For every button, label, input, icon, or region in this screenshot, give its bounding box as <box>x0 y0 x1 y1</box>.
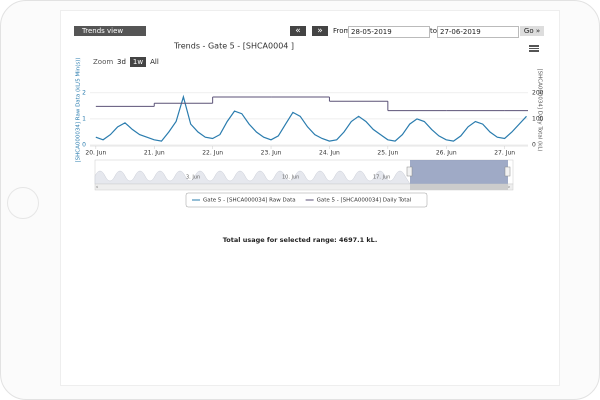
from-label: From <box>333 27 351 35</box>
y2-tick-label: 200 <box>532 89 544 96</box>
from-input[interactable]: 28-05-2019 <box>348 26 430 38</box>
navigator-handle[interactable] <box>504 166 511 177</box>
navigator-label: 17. Jun <box>373 175 390 181</box>
y-tick-label: 1 <box>82 115 86 122</box>
y-tick-label: 0 <box>82 142 86 149</box>
zoom-option[interactable]: 1w <box>129 57 147 67</box>
home-button[interactable] <box>7 187 39 219</box>
y2-tick-label: 100 <box>532 115 544 122</box>
legend-label: Gate 5 - [SHCA000034] Daily Total <box>317 198 412 204</box>
scrollbar[interactable] <box>94 183 514 191</box>
prev-button[interactable]: « <box>290 26 306 36</box>
scroll-right[interactable]: › <box>508 185 510 191</box>
to-label: to <box>430 27 438 35</box>
x-tick-label: 26. Jun <box>436 150 457 157</box>
menu-button[interactable] <box>529 44 539 53</box>
scrollbar-thumb[interactable] <box>410 184 508 190</box>
x-tick-label: 25. Jun <box>377 150 398 157</box>
summary: Total usage for selected range: 4697.1 k… <box>222 236 378 244</box>
zoom-option[interactable]: All <box>150 58 159 66</box>
scroll-left[interactable]: ‹ <box>96 185 98 191</box>
navigator-label: 3. Jun <box>186 175 200 181</box>
zoom-group: 3d 1w All <box>114 57 163 67</box>
y2-axis-title: [SHCA000034] Daily Total (kL) <box>537 68 543 151</box>
x-tick-label: 27. Jun <box>494 150 515 157</box>
zoom-option[interactable]: 3d <box>117 58 126 66</box>
navigator[interactable]: ‹ › 3. Jun 10. Jun 17. Jun <box>94 159 514 191</box>
to-input[interactable]: 27-06-2019 <box>437 26 519 38</box>
chart-title: Trends - Gate 5 - [SHCA0004 ] <box>173 42 294 51</box>
x-tick-label: 21. Jun <box>144 150 165 157</box>
view-button[interactable]: Trends view <box>74 26 146 36</box>
go-button[interactable]: Go » <box>520 26 544 36</box>
next-button[interactable]: » <box>312 26 328 36</box>
navigator-handle[interactable] <box>406 166 413 177</box>
navigator-selection[interactable] <box>410 160 508 184</box>
legend-label: Gate 5 - [SHCA000034] Raw Data <box>203 198 296 204</box>
series-line <box>95 94 527 142</box>
navigator-label: 10. Jun <box>282 175 299 181</box>
x-tick-label: 24. Jun <box>319 150 340 157</box>
x-tick-label: 22. Jun <box>202 150 223 157</box>
zoom-label: Zoom <box>93 58 114 66</box>
y-tick-label: 2 <box>82 89 86 96</box>
y2-tick-label: 0 <box>532 142 536 149</box>
navigator-series <box>94 170 411 185</box>
x-tick-label: 23. Jun <box>261 150 282 157</box>
x-tick-label: 20. Jun <box>85 150 106 157</box>
y-axis-title: [SHCA000034] Raw Data (kL/5 Min(s)) <box>76 57 82 162</box>
